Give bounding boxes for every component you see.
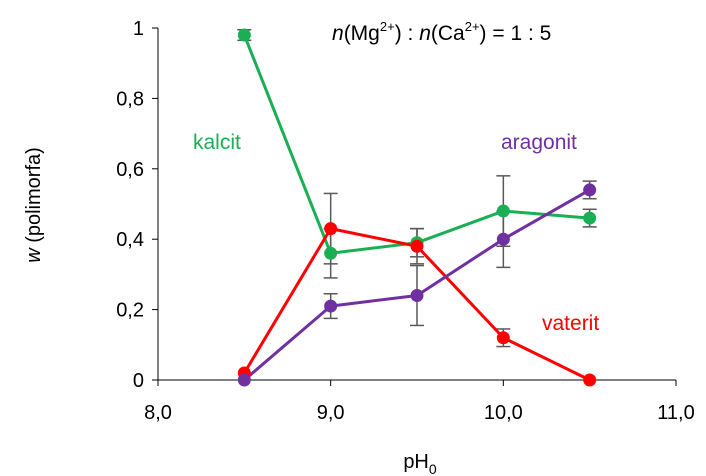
annotation-n2: n xyxy=(419,22,431,45)
annotation-mg-sup: 2+ xyxy=(380,19,395,34)
axes: 0 0,2 0,4 0,6 0,8 1 8,0 9,0 10,0 11,0 xyxy=(116,18,695,424)
annotation-mid: ) : xyxy=(395,22,420,45)
x-tick-label: 11,0 xyxy=(657,402,694,424)
data-point-vaterit xyxy=(324,222,338,236)
annotation-end: ) = 1 : 5 xyxy=(480,22,552,45)
x-axis-title-sub: 0 xyxy=(429,461,437,476)
data-point-kalcit xyxy=(237,28,251,42)
data-point-aragonit xyxy=(324,299,338,313)
y-tick-label: 0 xyxy=(133,370,144,392)
y-axis-title-rest: (polimorfa) xyxy=(23,147,45,248)
series-points xyxy=(237,28,597,387)
x-tick-label: 9,0 xyxy=(317,402,345,424)
data-point-vaterit xyxy=(410,239,424,253)
data-point-aragonit xyxy=(237,373,251,387)
data-point-kalcit xyxy=(496,204,510,218)
annotation-ca: (Ca xyxy=(431,22,465,45)
x-axis-title-main: pH xyxy=(403,451,429,473)
series-label-kalcit: kalcit xyxy=(193,131,241,154)
y-axis-title: w (polimorfa) xyxy=(23,147,45,263)
data-point-vaterit xyxy=(496,331,510,345)
series-label-vaterit: vaterit xyxy=(542,312,599,335)
x-axis-title: pH0 xyxy=(403,451,437,476)
annotation-n1: n xyxy=(332,22,344,45)
data-point-aragonit xyxy=(496,232,510,246)
ratio-annotation: n(Mg2+) : n(Ca2+) = 1 : 5 xyxy=(332,19,551,45)
x-tick-label: 8,0 xyxy=(144,402,172,424)
x-tick-label: 10,0 xyxy=(484,402,523,424)
y-tick-label: 0,2 xyxy=(116,300,144,322)
annotation-ca-sup: 2+ xyxy=(465,19,480,34)
data-point-kalcit xyxy=(583,211,597,225)
y-tick-label: 1 xyxy=(133,18,144,40)
data-point-kalcit xyxy=(324,246,338,260)
y-tick-label: 0,6 xyxy=(116,159,144,181)
data-point-aragonit xyxy=(410,289,424,303)
data-point-aragonit xyxy=(583,183,597,197)
annotation-mg: (Mg xyxy=(344,22,380,45)
data-point-vaterit xyxy=(583,373,597,387)
y-axis-title-italic: w xyxy=(23,247,45,263)
y-tick-label: 0,8 xyxy=(116,88,144,110)
series-lines xyxy=(242,34,591,382)
y-tick-label: 0,4 xyxy=(116,229,144,251)
series-label-aragonit: aragonit xyxy=(501,131,577,154)
